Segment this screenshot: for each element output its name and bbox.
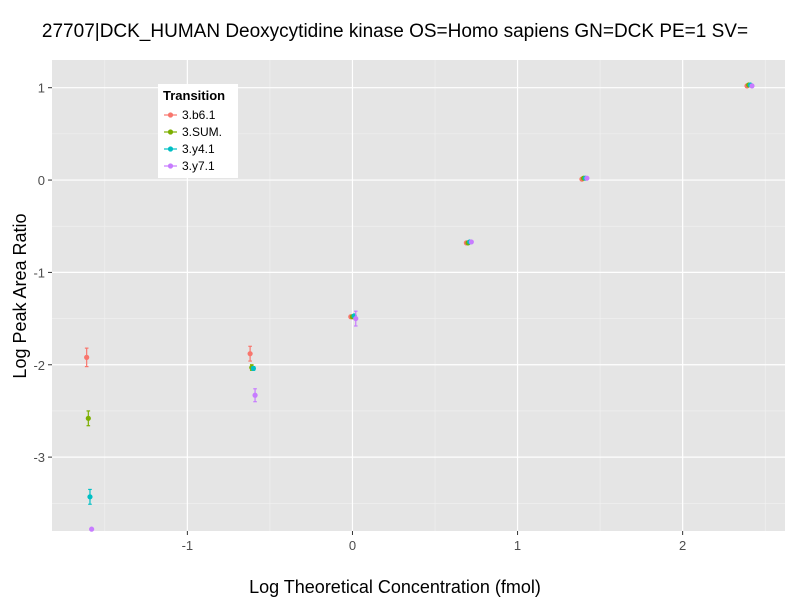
data-point xyxy=(247,351,253,357)
minor-gridlines xyxy=(52,60,785,531)
y-tick-label: -2 xyxy=(33,358,45,373)
data-point xyxy=(749,83,755,89)
y-tick-label: -1 xyxy=(33,265,45,280)
legend-label: 3.b6.1 xyxy=(182,108,216,122)
legend-key-point xyxy=(167,129,174,135)
data-point xyxy=(252,392,258,398)
x-tick-label: 1 xyxy=(514,538,521,553)
data-point xyxy=(89,526,95,532)
data-point xyxy=(353,315,359,322)
chart-title: 27707|DCK_HUMAN Deoxycytidine kinase OS=… xyxy=(42,21,748,42)
data-point xyxy=(584,175,590,181)
legend-key-point xyxy=(167,163,174,169)
legend-key-point xyxy=(167,112,174,118)
x-axis-title: Log Theoretical Concentration (fmol) xyxy=(249,577,541,597)
data-point xyxy=(85,415,91,421)
x-tick-label: 2 xyxy=(679,538,686,553)
y-tick-label: -3 xyxy=(33,450,45,465)
x-tick-label: -1 xyxy=(182,538,194,553)
y-axis: -3 -2 -1 0 1 xyxy=(33,81,52,465)
legend-key-point xyxy=(167,146,174,152)
legend-items: 3.b6.1 3.SUM. 3.y4.1 3.y7.1 xyxy=(164,108,222,173)
y-tick-label: 0 xyxy=(38,173,45,188)
legend-label: 3.y7.1 xyxy=(182,159,215,173)
data-point xyxy=(250,365,257,372)
x-tick-label: 0 xyxy=(349,538,356,553)
data-point xyxy=(84,354,90,360)
x-axis: -1 0 1 2 xyxy=(182,531,686,553)
y-tick-label: 1 xyxy=(38,81,45,96)
data-points xyxy=(84,82,755,532)
legend-label: 3.y4.1 xyxy=(182,142,215,156)
legend-label: 3.SUM. xyxy=(182,125,222,139)
data-point xyxy=(468,239,474,245)
legend: Transition 3.b6.1 3.SUM. 3.y4.1 3.y7.1 xyxy=(158,84,238,178)
y-axis-title: Log Peak Area Ratio xyxy=(10,213,30,378)
legend-title: Transition xyxy=(163,88,225,103)
data-point xyxy=(87,494,93,500)
